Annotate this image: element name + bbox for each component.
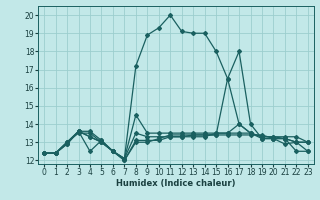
X-axis label: Humidex (Indice chaleur): Humidex (Indice chaleur) bbox=[116, 179, 236, 188]
